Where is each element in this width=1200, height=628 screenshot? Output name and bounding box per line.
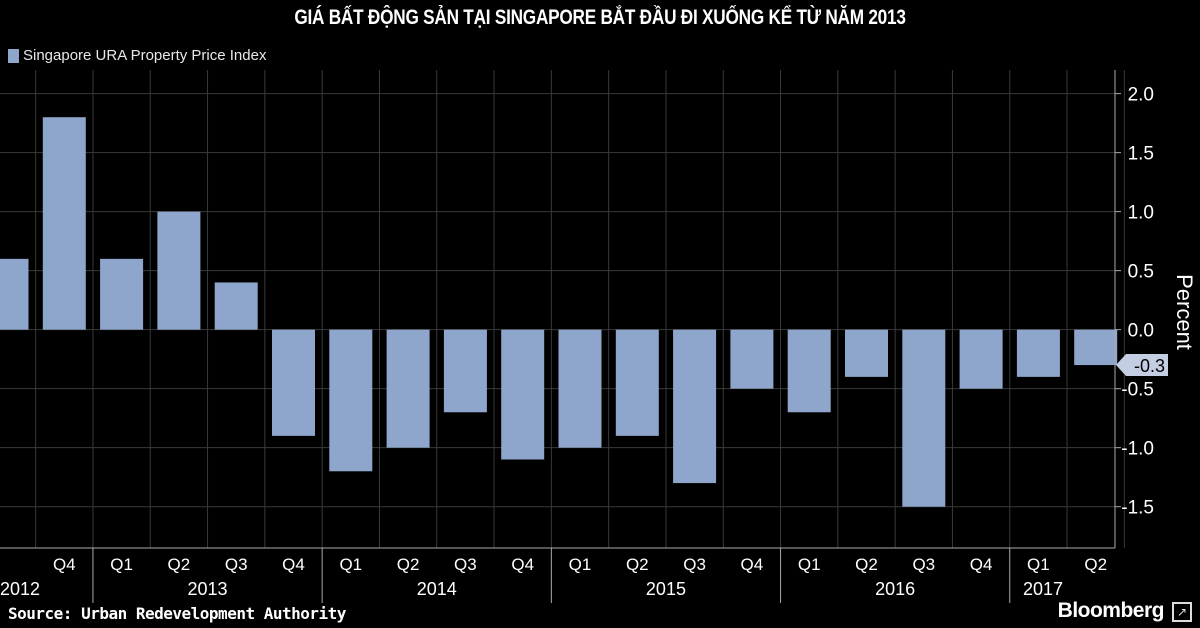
y-axis-label: Percent <box>1172 274 1197 350</box>
brand-logo: Bloomberg <box>1057 599 1165 622</box>
bar <box>501 329 545 460</box>
legend-swatch <box>8 48 19 63</box>
x-tick-label: Q1 <box>1027 555 1050 574</box>
x-year-label: 2012 <box>0 579 40 599</box>
y-tick-label: 1.5 <box>1128 144 1154 165</box>
x-tick-label: Q2 <box>1084 555 1107 574</box>
x-tick-label: Q2 <box>168 555 191 574</box>
bar <box>959 329 1003 389</box>
x-tick-label: Q2 <box>855 555 878 574</box>
x-tick-label: Q1 <box>339 555 362 574</box>
x-tick-label: Q3 <box>683 555 706 574</box>
bar <box>0 258 29 330</box>
x-tick-label: Q1 <box>569 555 592 574</box>
x-tick-label: Q2 <box>626 555 649 574</box>
bar <box>214 282 258 330</box>
bar <box>615 329 659 436</box>
x-tick-label: Q4 <box>53 555 76 574</box>
bar <box>329 329 373 472</box>
bar <box>443 329 487 413</box>
legend: Singapore URA Property Price Index <box>8 47 266 64</box>
x-tick-label: Q4 <box>282 555 305 574</box>
y-tick-label: 0.0 <box>1128 321 1154 342</box>
x-tick-label: Q3 <box>912 555 935 574</box>
legend-label: Singapore URA Property Price Index <box>23 47 267 64</box>
x-year-label: 2016 <box>875 579 915 599</box>
x-year-label: 2013 <box>188 579 228 599</box>
y-tick-label: 1.0 <box>1128 203 1154 224</box>
x-tick-label: Q3 <box>225 555 248 574</box>
bar <box>1016 329 1060 377</box>
bar <box>42 117 86 330</box>
y-tick-label: -0.5 <box>1121 380 1154 401</box>
y-tick-label: 2.0 <box>1128 85 1154 106</box>
chart-title: GIÁ BẤT ĐỘNG SẢN TẠI SINGAPORE BẮT ĐẦU Đ… <box>294 6 906 29</box>
x-tick-label: Q4 <box>741 555 764 574</box>
bar <box>1074 329 1118 366</box>
bar <box>845 329 888 377</box>
x-tick-label: Q2 <box>397 555 420 574</box>
x-tick-label: Q1 <box>798 555 821 574</box>
bar <box>730 329 774 389</box>
x-year-label: 2015 <box>646 579 686 599</box>
x-tick-label: Q4 <box>511 555 534 574</box>
bar <box>787 329 831 413</box>
last-value-badge <box>1116 354 1168 377</box>
bar <box>386 329 430 448</box>
bar <box>272 329 315 436</box>
last-value-label: -0.3 <box>1134 356 1165 376</box>
expand-icon[interactable]: ↗ <box>1172 602 1192 622</box>
source-note: Source: Urban Redevelopment Authority <box>8 604 346 623</box>
x-tick-label: Q1 <box>110 555 133 574</box>
y-tick-label: -1.0 <box>1121 439 1154 460</box>
x-tick-label: Q3 <box>454 555 477 574</box>
x-year-label: 2014 <box>417 579 457 599</box>
bar <box>157 211 201 330</box>
bar <box>902 329 946 507</box>
y-tick-label: 0.5 <box>1128 262 1154 283</box>
y-tick-label: -1.5 <box>1121 498 1154 519</box>
x-year-label: 2017 <box>1023 579 1063 599</box>
bar <box>558 329 602 448</box>
bar <box>100 258 144 330</box>
x-tick-label: Q4 <box>970 555 993 574</box>
bar <box>673 329 717 484</box>
